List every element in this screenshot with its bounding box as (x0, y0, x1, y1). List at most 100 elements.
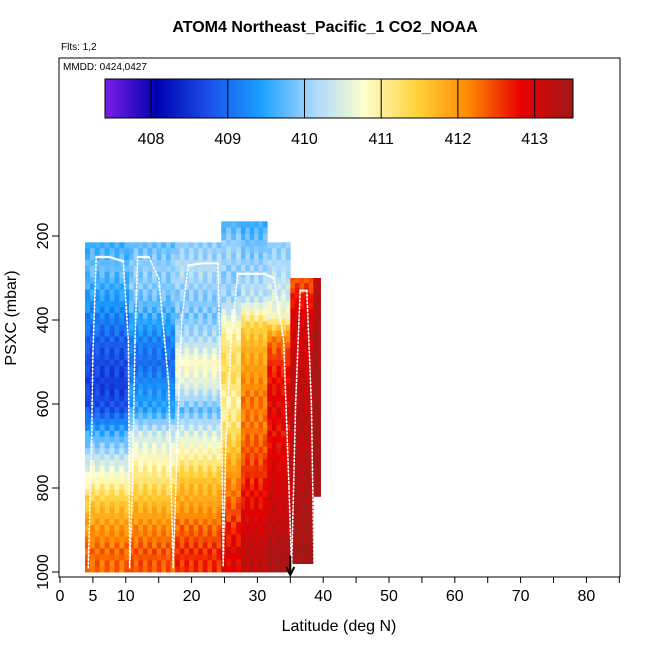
heatmap-cell (142, 277, 148, 284)
heatmap-cell (104, 377, 110, 384)
heatmap-cell (249, 308, 255, 316)
heatmap-cell (285, 454, 291, 461)
heatmap-cell (245, 478, 251, 485)
heatmap-cell (184, 501, 190, 508)
heatmap-cell (316, 328, 321, 333)
heatmap-cell (193, 548, 199, 555)
heatmap-cell (245, 377, 251, 385)
heatmap-cell (129, 442, 135, 449)
heatmap-cell (316, 434, 321, 439)
heatmap-cell (109, 324, 115, 332)
heatmap-cell (152, 495, 158, 502)
heatmap-cell (170, 312, 176, 320)
heatmap-cell (207, 271, 213, 279)
heatmap-cell (85, 254, 91, 261)
heatmap-cell (281, 389, 287, 396)
heatmap-cell (226, 277, 232, 285)
heatmap-cell (104, 360, 110, 367)
heatmap-cell (124, 248, 130, 255)
heatmap-cell (104, 265, 110, 273)
heatmap-cell (193, 460, 199, 467)
heatmap-cell (216, 371, 222, 379)
heatmap-cell (285, 436, 291, 443)
heatmap-cell (202, 471, 208, 479)
heatmap-cell (281, 448, 287, 455)
heatmap-cell (267, 407, 273, 414)
heatmap-cell (138, 259, 144, 267)
heatmap-cell (281, 259, 287, 267)
heatmap-cell (184, 383, 190, 390)
heatmap-cell (240, 227, 246, 235)
heatmap-cell (129, 265, 135, 273)
heatmap-cell (236, 540, 242, 548)
heatmap-cell (226, 334, 232, 341)
heatmap-cell (142, 307, 148, 314)
heatmap-cell (249, 277, 255, 285)
heatmap-cell (188, 348, 194, 355)
heatmap-cell (258, 252, 264, 260)
heatmap-cell (138, 430, 144, 437)
heatmap-cell (285, 371, 291, 379)
heatmap-cell (271, 489, 277, 496)
heatmap-cell (299, 415, 305, 422)
heatmap-cell (133, 436, 139, 443)
heatmap-cell (175, 377, 181, 384)
heatmap-cell (216, 413, 222, 420)
heatmap-cell (179, 377, 185, 384)
heatmap-cell (129, 460, 135, 467)
heatmap-cell (170, 371, 176, 379)
heatmap-cell (109, 354, 115, 361)
heatmap-cell (226, 421, 232, 429)
heatmap-cell (262, 396, 268, 404)
heatmap-cell (276, 295, 282, 302)
heatmap-cell (133, 507, 139, 514)
heatmap-cell (175, 542, 181, 549)
heatmap-cell (271, 407, 277, 414)
heatmap-cell (124, 430, 130, 437)
heatmap-cell (152, 295, 158, 302)
heatmap-cell (276, 495, 282, 502)
heatmap-cell (114, 513, 120, 520)
heatmap-cell (231, 227, 237, 235)
heatmap-cell (313, 289, 318, 294)
heatmap-cell (299, 380, 305, 386)
heatmap-cell (308, 456, 314, 462)
heatmap-cell (267, 389, 273, 396)
heatmap-cell (161, 460, 167, 467)
heatmap-cell (245, 496, 251, 504)
heatmap-cell (254, 221, 259, 228)
heatmap-cell (249, 371, 255, 379)
heatmap-cell (240, 453, 246, 460)
heatmap-cell (271, 483, 277, 490)
heatmap-cell (156, 301, 162, 308)
heatmap-cell (170, 354, 176, 361)
heatmap-cell (188, 536, 194, 543)
heatmap-cell (267, 424, 273, 432)
heatmap-cell (152, 501, 158, 508)
heatmap-cell (262, 346, 268, 354)
heatmap-cell (316, 410, 321, 415)
heatmap-cell (245, 308, 251, 316)
heatmap-cell (316, 422, 321, 427)
heatmap-cell (109, 436, 115, 443)
heatmap-cell (119, 560, 125, 567)
heatmap-cell (294, 349, 300, 355)
heatmap-cell (316, 395, 321, 400)
heatmap-cell (152, 460, 158, 467)
heatmap-cell (198, 413, 204, 420)
heatmap-cell (262, 252, 268, 260)
heatmap-cell (271, 324, 277, 332)
heatmap-cell (161, 519, 167, 526)
heatmap-cell (240, 315, 246, 322)
heatmap-cell (226, 352, 232, 360)
heatmap-cell (304, 492, 310, 498)
heatmap-cell (285, 501, 291, 508)
x-tick-label: 30 (249, 588, 267, 605)
heatmap-cell (294, 533, 300, 539)
heatmap-cell (271, 495, 277, 502)
heatmap-cell (109, 566, 115, 573)
heatmap-cell (290, 420, 296, 427)
heatmap-cell (299, 364, 305, 371)
heatmap-cell (161, 283, 167, 290)
heatmap-cell (262, 390, 268, 398)
